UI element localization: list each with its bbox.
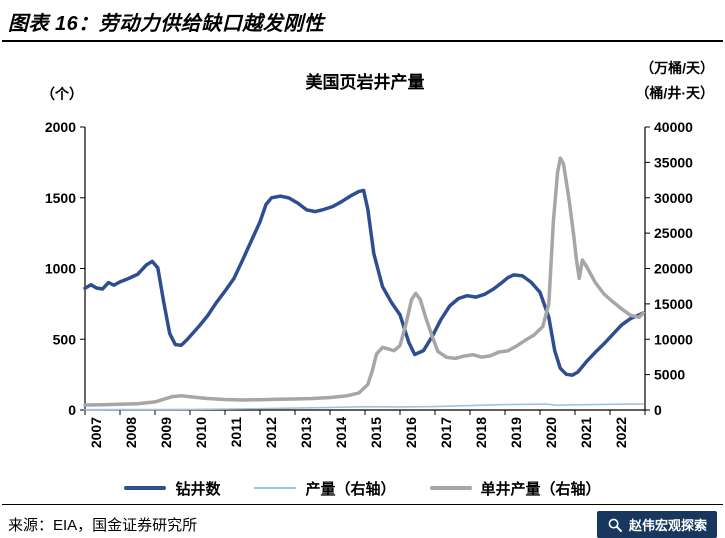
chart-area: 美国页岩井产量 （个） （万桶/天） （桶/井·天） 0 500 1000 1500 2000 0… — [0, 42, 725, 476]
left-axis-tick-label: 1000 — [45, 261, 76, 277]
x-axis-year-label: 2013 — [298, 417, 314, 448]
right-axis-unit-1: （万桶/天） — [640, 60, 714, 76]
right-axis-tick-label: 0 — [654, 402, 662, 418]
x-axis-year-label: 2014 — [333, 417, 349, 448]
x-axis-year-label: 2022 — [613, 417, 629, 448]
right-axis-tick-label: 10000 — [654, 331, 693, 347]
x-axis-year-label: 2019 — [508, 417, 524, 448]
footer-divider — [2, 504, 723, 505]
badge-text: 赵伟宏观探索 — [628, 518, 707, 533]
x-axis-year-label: 2021 — [578, 417, 594, 448]
right-axis-tick-label: 40000 — [654, 119, 693, 135]
magnifier-icon — [608, 518, 622, 532]
x-axis-year-label: 2016 — [403, 417, 419, 448]
left-axis-tick-label: 2000 — [45, 119, 76, 135]
figure-header: 图表 16：劳动力供给缺口越发刚性 — [0, 0, 725, 39]
x-axis-year-label: 2018 — [473, 417, 489, 448]
left-axis-tick-label: 0 — [68, 402, 76, 418]
x-axis-year-label: 2020 — [543, 417, 559, 448]
left-axis-tick-label: 500 — [53, 331, 77, 347]
right-axis-tick-label: 5000 — [654, 367, 685, 383]
legend-item-drilling-wells: 钻井数 — [124, 478, 220, 499]
x-axis-year-label: 2017 — [438, 417, 454, 448]
legend-item-per-well-production: 单井产量（右轴） — [429, 478, 601, 499]
line-chart: 美国页岩井产量（个）（万桶/天）（桶/井·天）05001000150020000… — [41, 60, 714, 448]
right-axis-unit-2: （桶/井·天） — [635, 85, 714, 101]
x-axis-year-label: 2010 — [193, 417, 209, 448]
x-axis-year-label: 2007 — [88, 417, 104, 448]
legend-swatch-production — [254, 487, 297, 489]
right-axis-tick-label: 35000 — [654, 154, 693, 170]
x-axis-year-label: 2011 — [228, 417, 244, 448]
series-line-production — [84, 403, 645, 411]
legend-label-production: 产量（右轴） — [305, 480, 396, 498]
left-axis-unit: （个） — [41, 86, 83, 102]
legend-item-production: 产量（右轴） — [254, 478, 396, 499]
right-axis-tick-label: 25000 — [654, 225, 693, 241]
chart-title: 美国页岩井产量 — [306, 72, 425, 92]
series-line-drilling-wells — [83, 188, 646, 377]
legend-label-drilling-wells: 钻井数 — [175, 480, 221, 498]
x-axis-year-label: 2009 — [158, 417, 174, 448]
right-axis-tick-label: 15000 — [654, 296, 693, 312]
series-line-per-well-production — [83, 156, 646, 407]
watermark-badge: 赵伟宏观探索 — [596, 511, 717, 538]
legend-label-per-well-production: 单井产量（右轴） — [480, 480, 601, 498]
right-axis-tick-label: 20000 — [654, 261, 693, 277]
x-axis-year-label: 2008 — [123, 417, 139, 448]
legend-swatch-per-well-production — [429, 486, 472, 490]
figure-title: 图表 16：劳动力供给缺口越发刚性 — [8, 13, 325, 35]
x-axis-year-label: 2012 — [263, 417, 279, 448]
x-axis-year-label: 2015 — [368, 417, 384, 448]
header-divider — [2, 40, 723, 42]
legend-swatch-drilling-wells — [124, 486, 167, 490]
figure-footer: 来源：EIA，国金证券研究所 赵伟宏观探索 — [0, 505, 725, 538]
left-axis-tick-label: 1500 — [45, 190, 76, 206]
chart-legend: 钻井数 产量（右轴） 单井产量（右轴） — [0, 476, 725, 500]
right-axis-tick-label: 30000 — [654, 190, 693, 206]
source-text: 来源：EIA，国金证券研究所 — [8, 517, 198, 534]
